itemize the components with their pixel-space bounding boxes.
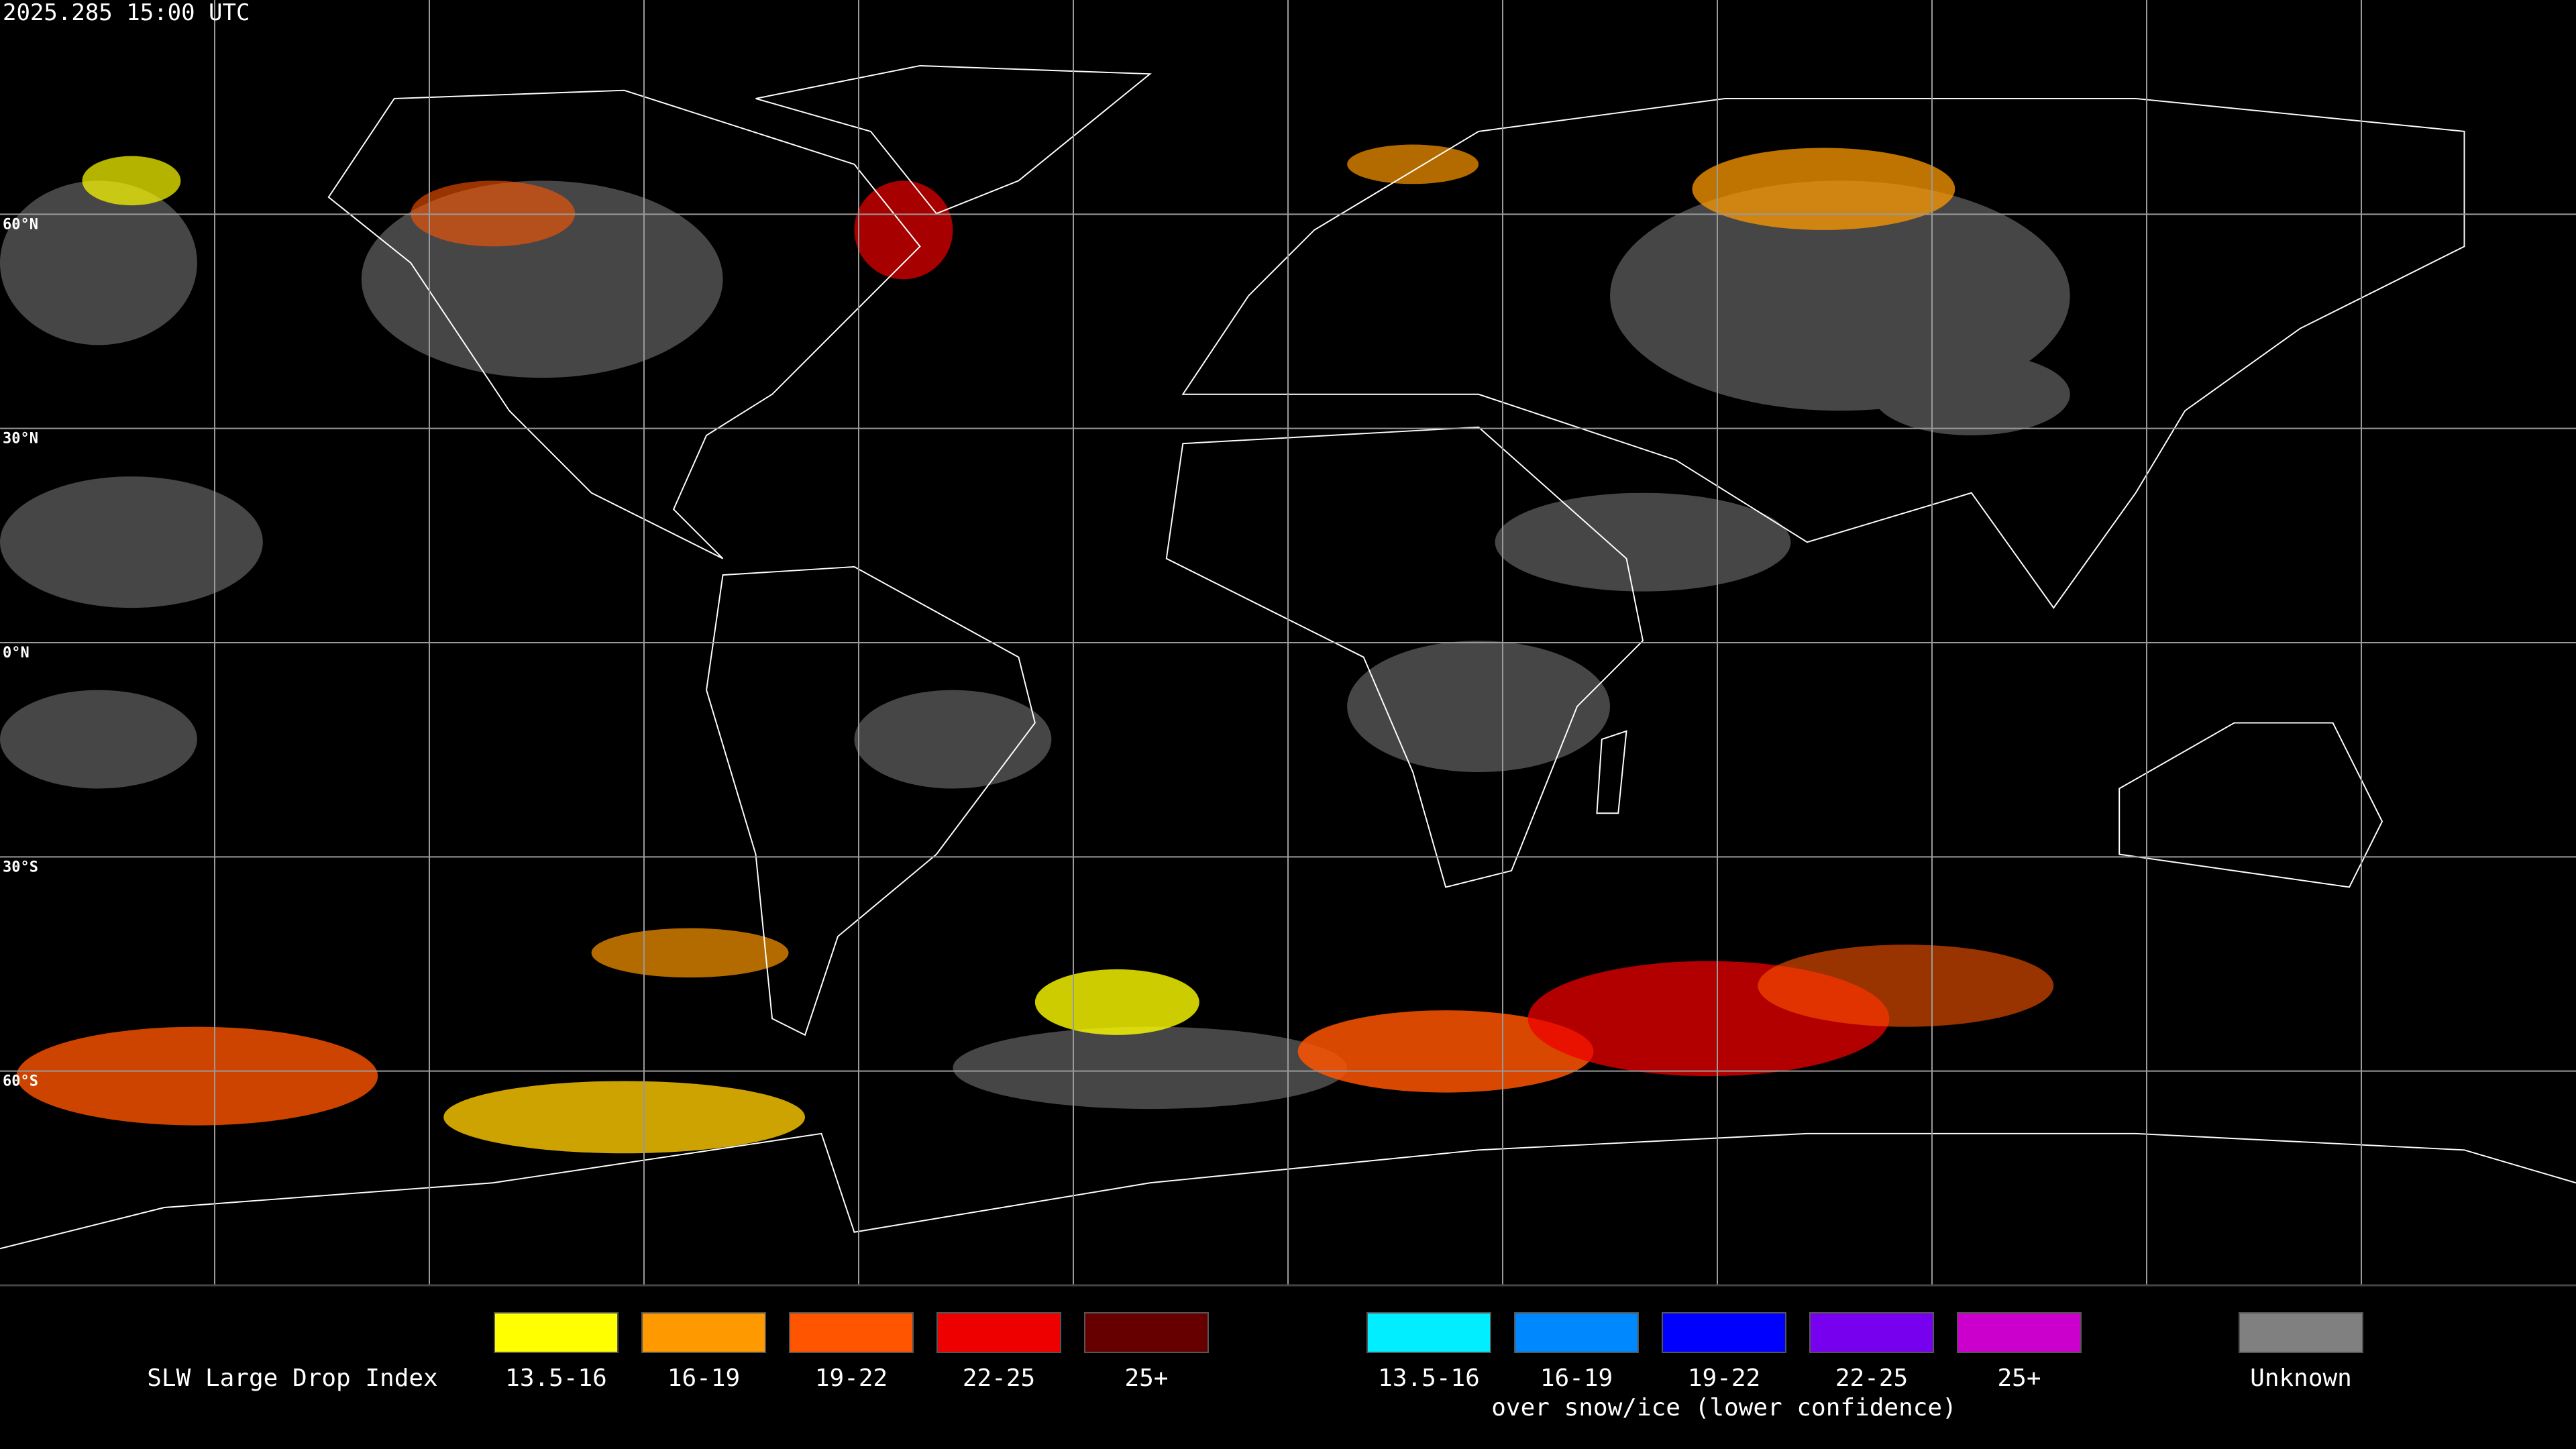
legend-swatch (1366, 1312, 1491, 1353)
coastlines (0, 64, 2576, 1250)
latitude-label: 30°S (3, 859, 38, 875)
legend-swatch (2239, 1312, 2363, 1353)
legend-swatch (936, 1312, 1061, 1353)
legend-label: 19-22 (815, 1364, 888, 1392)
legend-note: over snow/ice (lower confidence) (1491, 1394, 1957, 1421)
legend-swatch (1957, 1312, 2082, 1353)
legend-label: 16-19 (667, 1364, 740, 1392)
legend-swatch (1662, 1312, 1786, 1353)
latitude-label: 0°N (3, 645, 30, 661)
legend-label: Unknown (2250, 1364, 2352, 1392)
legend-label: 22-25 (963, 1364, 1035, 1392)
legend-label: 16-19 (1540, 1364, 1613, 1392)
latitude-label: 60°N (3, 216, 38, 233)
legend-label: 13.5-16 (505, 1364, 607, 1392)
large-drop-clouds (16, 144, 2054, 1154)
legend-label: 19-22 (1688, 1364, 1760, 1392)
graticule: 60°N 30°N 0°N 30°S 60°S (0, 0, 2576, 1285)
legend-label: 13.5-16 (1378, 1364, 1480, 1392)
legend-swatch (641, 1312, 766, 1353)
legend-swatch (494, 1312, 619, 1353)
legend-label: 25+ (1997, 1364, 2041, 1392)
legend-swatch (789, 1312, 914, 1353)
timestamp: 2025.285 15:00 UTC (3, 0, 250, 26)
latitude-label: 30°N (3, 431, 38, 447)
legend-title: SLW Large Drop Index (147, 1364, 437, 1392)
legend-label: 22-25 (1835, 1364, 1908, 1392)
legend-swatch (1809, 1312, 1934, 1353)
legend-label: 25+ (1124, 1364, 1168, 1392)
latitude-label: 60°S (3, 1073, 38, 1090)
map-imagery (0, 64, 2576, 1250)
legend-swatch (1514, 1312, 1639, 1353)
legend: 13.5-16 16-19 19-22 22-25 25+ 13.5-16 16-19 19-… (494, 1312, 2363, 1421)
legend-swatch (1084, 1312, 1209, 1353)
